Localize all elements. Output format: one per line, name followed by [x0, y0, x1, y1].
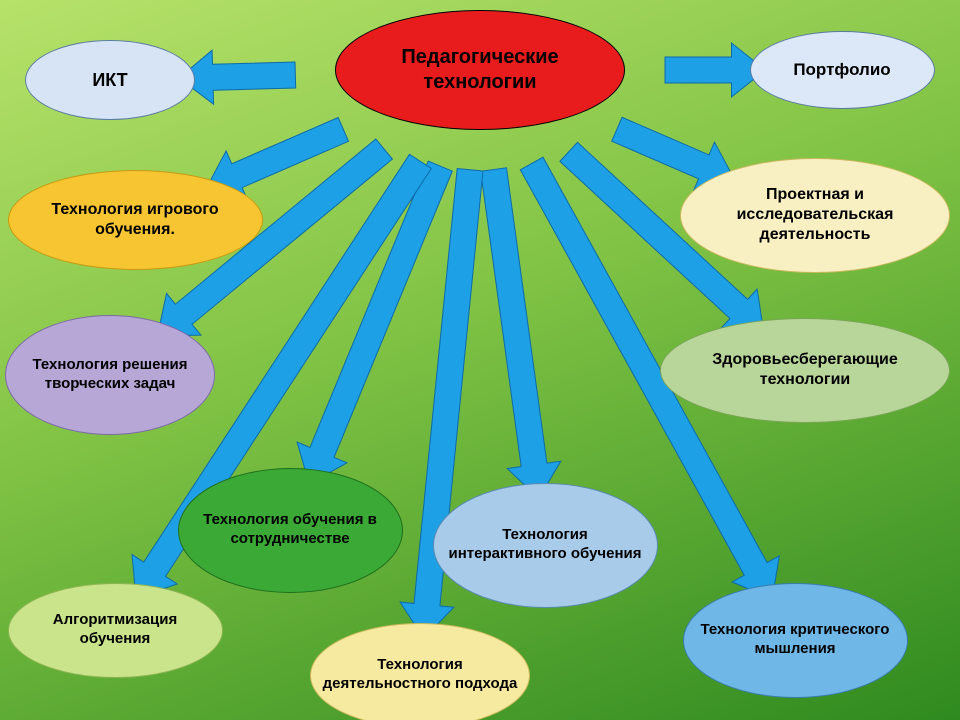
node-label-game: Технология игрового обучения.: [17, 200, 254, 240]
node-game: Технология игрового обучения.: [8, 170, 263, 270]
node-activity: Технология деятельностного подхода: [310, 623, 530, 720]
node-interactive: Технология интерактивного обучения: [433, 483, 658, 608]
node-health: Здоровьесберегающие технологии: [660, 318, 950, 423]
center-node: Педагогические технологии: [335, 10, 625, 130]
node-coop: Технология обучения в сотрудничестве: [178, 468, 403, 593]
node-label-ikt: ИКТ: [92, 69, 127, 92]
node-label-interactive: Технология интерактивного обучения: [442, 526, 649, 564]
arrow-to-interactive: [481, 168, 561, 499]
node-label-portfolio: Портфолио: [793, 59, 890, 80]
node-algo: Алгоритмизация обучения: [8, 583, 223, 678]
node-project: Проектная и исследовательская деятельнос…: [680, 158, 950, 273]
node-critical: Технология критического мышления: [683, 583, 908, 698]
node-label-algo: Алгоритмизация обучения: [17, 611, 214, 649]
arrow-to-ikt: [179, 50, 296, 104]
node-ikt: ИКТ: [25, 40, 195, 120]
diagram-stage: Педагогические технологии ИКТ Портфолио Тех…: [0, 0, 960, 720]
node-label-creative: Технология решения творческих задач: [14, 356, 206, 394]
node-label-activity: Технология деятельностного подхода: [319, 656, 521, 694]
node-creative: Технология решения творческих задач: [5, 315, 215, 435]
node-label-project: Проектная и исследовательская деятельнос…: [689, 185, 941, 245]
node-label-critical: Технология критического мышления: [692, 621, 899, 659]
arrow-to-coop: [297, 161, 452, 484]
node-label-coop: Технология обучения в сотрудничестве: [187, 511, 394, 549]
node-portfolio: Портфолио: [750, 31, 935, 109]
center-label: Педагогические технологии: [344, 45, 616, 95]
node-label-health: Здоровьесберегающие технологии: [669, 350, 941, 390]
